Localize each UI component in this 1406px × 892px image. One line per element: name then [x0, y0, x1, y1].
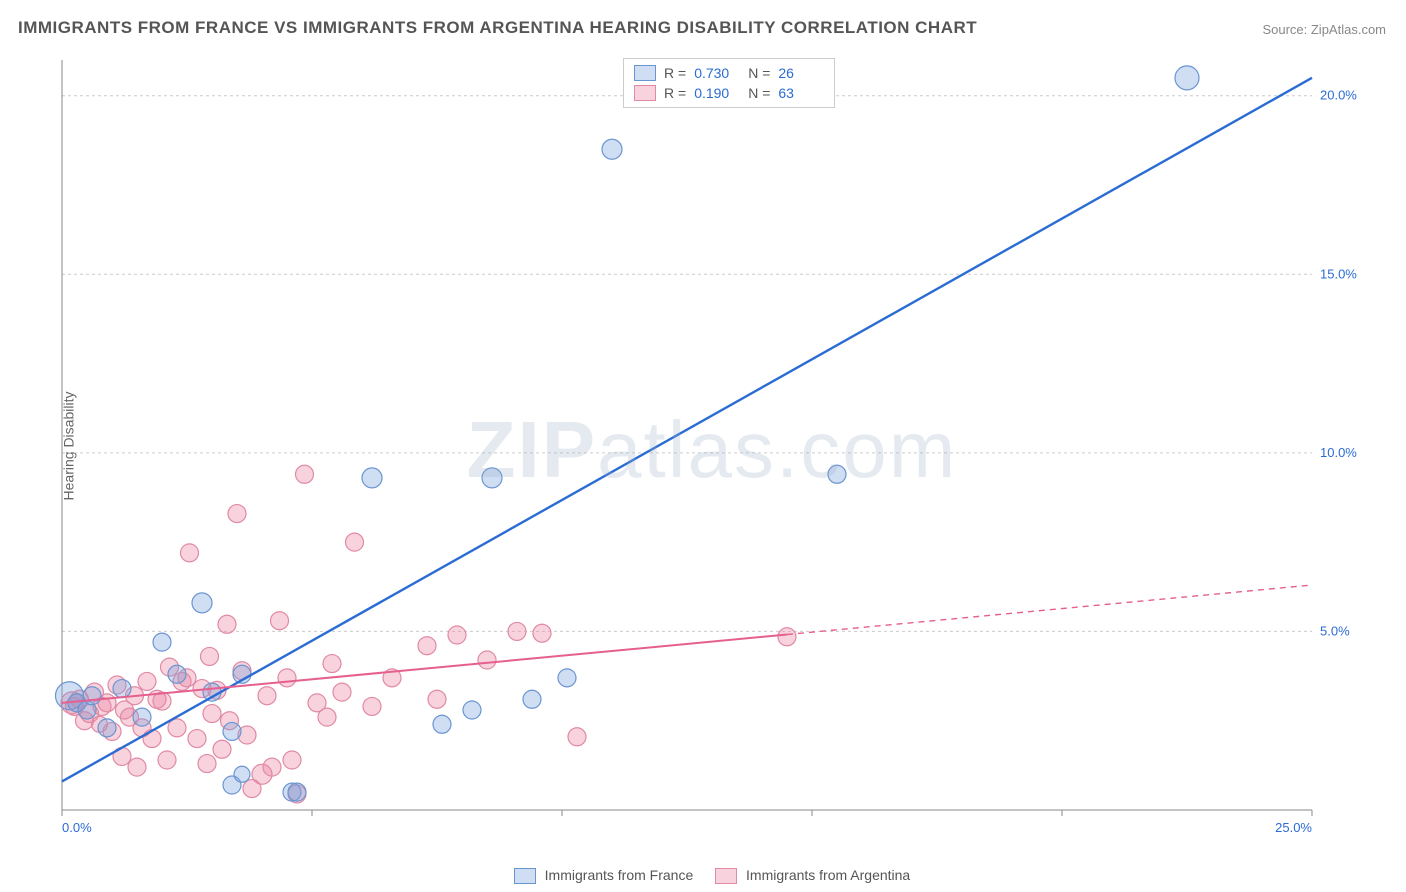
stat-legend-row: R = 0.730 N = 26 — [634, 63, 824, 83]
chart-title: IMMIGRANTS FROM FRANCE VS IMMIGRANTS FRO… — [18, 18, 977, 38]
legend-swatch-france — [634, 65, 656, 81]
legend-swatch-france — [514, 868, 536, 884]
scatter-chart: 5.0% 10.0% 15.0% 20.0% 0.0% 25.0% — [52, 50, 1372, 850]
legend-swatch-argentina — [715, 868, 737, 884]
source-label: Source: ZipAtlas.com — [1262, 22, 1386, 37]
bottom-legend: Immigrants from France Immigrants from A… — [0, 867, 1406, 884]
stat-legend: R = 0.730 N = 26 R = 0.190 N = 63 — [623, 58, 835, 108]
legend-label-france: Immigrants from France — [545, 867, 694, 883]
svg-text:25.0%: 25.0% — [1275, 820, 1312, 835]
stat-legend-row: R = 0.190 N = 63 — [634, 83, 824, 103]
svg-text:10.0%: 10.0% — [1320, 445, 1357, 460]
svg-text:20.0%: 20.0% — [1320, 88, 1357, 103]
chart-area: ZIPatlas.com 5.0%10.0%15.0%20.0%0.0%25.0… — [52, 50, 1372, 850]
legend-label-argentina: Immigrants from Argentina — [746, 867, 910, 883]
svg-text:15.0%: 15.0% — [1320, 266, 1357, 281]
svg-text:0.0%: 0.0% — [62, 820, 92, 835]
svg-text:5.0%: 5.0% — [1320, 623, 1350, 638]
legend-swatch-argentina — [634, 85, 656, 101]
